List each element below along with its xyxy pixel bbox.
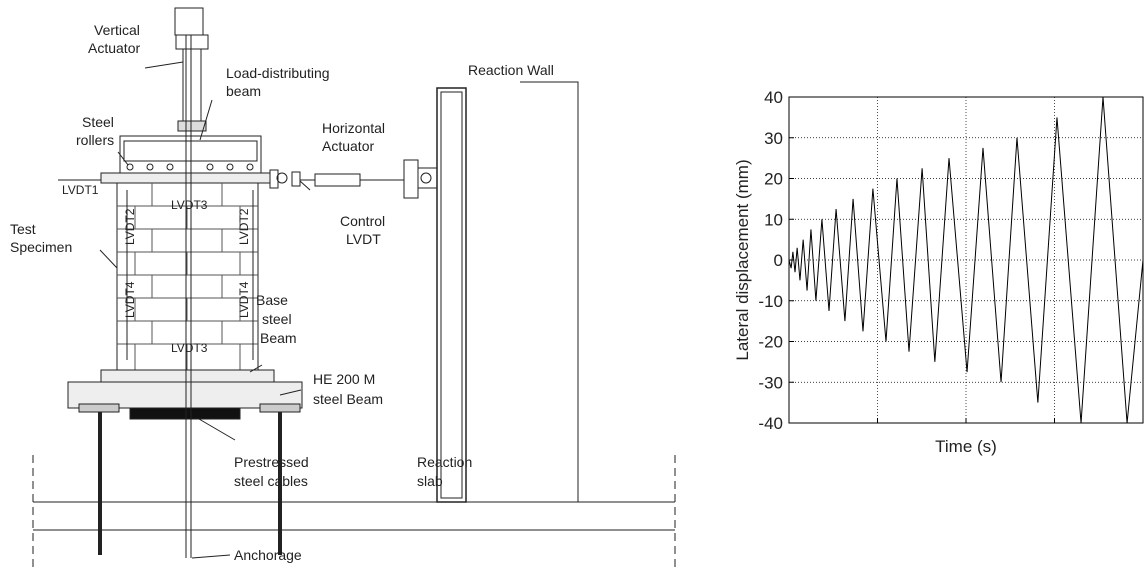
- y-tick-label: 20: [764, 170, 783, 189]
- label: LVDT4: [123, 281, 137, 318]
- y-tick-label: 40: [764, 88, 783, 107]
- reaction-wall-plate: [436, 87, 467, 503]
- y-axis-label: Lateral displacement (mm): [733, 159, 752, 360]
- label: Reaction slab: [417, 454, 472, 489]
- label-line: beam: [226, 83, 261, 99]
- label: Test Specimen: [10, 221, 72, 255]
- label-line: Control: [340, 213, 385, 229]
- y-tick-label: -40: [758, 414, 783, 433]
- reaction-wall-outline: [520, 81, 579, 502]
- label: LVDT3: [171, 341, 208, 355]
- y-tick-label: -30: [758, 373, 783, 392]
- x-axis-label: Time (s): [935, 437, 997, 456]
- label-line: Specimen: [10, 239, 72, 255]
- anchor-plate: [259, 403, 301, 413]
- test-setup-diagram: [32, 7, 676, 567]
- brick-pattern: [117, 183, 258, 370]
- anchor-plate: [78, 403, 120, 413]
- label-line: steel Beam: [313, 391, 383, 407]
- y-tick-label: -20: [758, 333, 783, 352]
- h-actuator-clevis: [291, 171, 301, 187]
- label-line: HE 200 M: [313, 371, 375, 387]
- label-line: Vertical: [94, 22, 140, 38]
- h-actuator-pin: [276, 172, 288, 184]
- h-actuator-plate: [269, 169, 279, 189]
- data-line: [788, 96, 1144, 424]
- label: Vertical Actuator: [88, 22, 140, 56]
- label: Base steel Beam: [256, 292, 297, 346]
- label-line: slab: [417, 473, 443, 489]
- diagram-labels: Vertical Actuator Load-distributing beam S…: [10, 22, 554, 563]
- label-line: Beam: [260, 330, 297, 346]
- label: Load-distributing beam: [226, 65, 330, 99]
- label-line: steel cables: [234, 473, 308, 489]
- label: Prestressed steel cables: [234, 454, 309, 489]
- label: LVDT4: [237, 281, 251, 318]
- label: LVDT1: [62, 183, 99, 197]
- label: Steel rollers: [76, 114, 114, 148]
- y-tick-label: 30: [764, 129, 783, 148]
- label-line: Test: [10, 221, 36, 237]
- actuator-flange: [175, 34, 209, 50]
- bearing-pad: [129, 407, 241, 420]
- actuator-collar: [177, 120, 207, 132]
- label: LVDT3: [171, 198, 208, 212]
- y-tick-label: -10: [758, 292, 783, 311]
- label: LVDT2: [123, 208, 137, 245]
- h-actuator-pin: [420, 172, 432, 184]
- label-line: Base: [256, 292, 288, 308]
- y-tick-label: 10: [764, 210, 783, 229]
- y-tick-label: 0: [774, 251, 783, 270]
- h-actuator-cylinder: [314, 173, 361, 187]
- base-steel-beam: [100, 369, 275, 383]
- label-line: Actuator: [322, 138, 374, 154]
- label-line: LVDT: [346, 231, 381, 247]
- actuator-head: [174, 7, 204, 36]
- label: Anchorage: [234, 547, 302, 563]
- label-line: steel: [262, 311, 292, 327]
- reaction-wall-inner: [440, 91, 463, 499]
- leader-lines: [99, 61, 311, 559]
- label-line: Actuator: [88, 40, 140, 56]
- label: HE 200 M steel Beam: [313, 371, 383, 407]
- label-line: Prestressed: [234, 454, 309, 470]
- label-line: Load-distributing: [226, 65, 330, 81]
- wall-bracket: [417, 167, 438, 189]
- label-line: Steel: [82, 114, 114, 130]
- h-actuator-end: [403, 159, 419, 199]
- label-line: Reaction: [417, 454, 472, 470]
- label: LVDT2: [237, 208, 251, 245]
- rollers: [126, 163, 254, 171]
- label: Reaction Wall: [468, 62, 554, 78]
- label-line: rollers: [76, 132, 114, 148]
- label: Horizontal Actuator: [322, 120, 385, 154]
- label: Control LVDT: [340, 213, 385, 247]
- label-line: Horizontal: [322, 120, 385, 136]
